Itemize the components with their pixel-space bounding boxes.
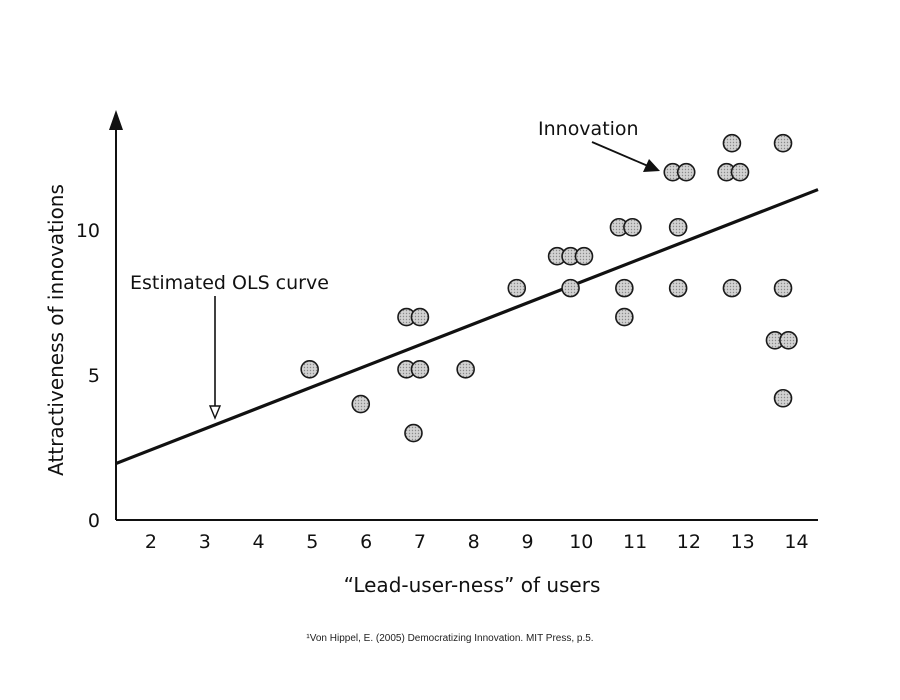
data-point (300, 359, 319, 379)
y-axis-arrowhead (109, 110, 123, 130)
source-citation: ¹Von Hippel, E. (2005) Democratizing Inn… (306, 633, 594, 644)
y-tick-labels: 0 5 10 (76, 220, 100, 532)
x-tick-label: 6 (360, 531, 372, 553)
data-point (779, 330, 798, 350)
y-tick-label: 10 (76, 220, 100, 242)
data-point (722, 133, 742, 153)
innovation-annotation-label: Innovation (538, 118, 639, 140)
data-point (507, 278, 527, 298)
data-point (410, 307, 430, 327)
data-point (676, 162, 696, 182)
data-point (668, 278, 688, 298)
data-point (773, 133, 793, 153)
x-tick-label: 14 (784, 531, 808, 553)
x-tick-label: 13 (731, 531, 755, 553)
x-tick-label: 9 (521, 531, 533, 553)
y-tick-label: 5 (88, 365, 100, 387)
innovation-annotation-arrow-shaft (591, 141, 649, 167)
x-tick-labels: 2 3 4 5 6 7 8 9 10 11 12 13 14 (145, 531, 809, 553)
x-axis-title: “Lead-user-ness” of users (344, 573, 601, 597)
x-tick-label: 4 (253, 531, 265, 553)
data-point (730, 162, 750, 182)
x-tick-label: 11 (623, 531, 647, 553)
ols-annotation-arrowhead (208, 405, 222, 420)
data-point (773, 388, 793, 408)
x-tick-label: 5 (306, 531, 318, 553)
data-point (404, 423, 423, 443)
data-point (574, 246, 594, 266)
y-axis-title: Attractiveness of innovations (44, 184, 68, 476)
data-point (722, 278, 742, 298)
data-point (410, 359, 430, 379)
innovation-annotation-arrowhead (643, 159, 660, 172)
x-tick-label: 7 (414, 531, 426, 553)
x-tick-label: 8 (468, 531, 480, 553)
data-points (300, 133, 798, 443)
x-tick-label: 3 (199, 531, 211, 553)
data-point (615, 278, 634, 298)
x-tick-label: 10 (569, 531, 593, 553)
data-point (561, 278, 580, 298)
data-point (615, 307, 634, 327)
data-point (668, 217, 688, 237)
ols-regression-line (115, 188, 819, 465)
data-point (773, 278, 793, 298)
x-tick-label: 2 (145, 531, 157, 553)
data-point (623, 217, 642, 237)
y-tick-label: 0 (88, 510, 100, 532)
x-tick-label: 12 (677, 531, 701, 553)
data-point (456, 359, 475, 379)
ols-annotation-label: Estimated OLS curve (130, 272, 329, 294)
data-point (351, 394, 371, 414)
